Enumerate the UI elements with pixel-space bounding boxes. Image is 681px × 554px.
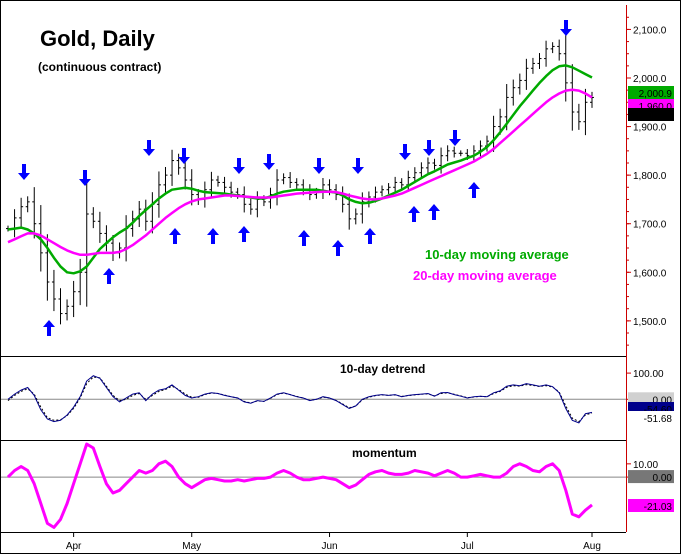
bottom-arrow-icon <box>207 228 219 244</box>
bottom-arrow-icon <box>428 204 440 220</box>
ma10-line <box>7 64 593 275</box>
top-arrow-icon <box>560 20 572 36</box>
momentum-zero-badge-label: 0.00 <box>653 473 673 484</box>
detrend-dashed-value-badge-label: -51.68 <box>644 414 673 425</box>
bottom-arrow-icon <box>364 228 376 244</box>
price-axis-tick-label: 1,600.0 <box>633 268 667 279</box>
top-arrow-icon <box>313 158 325 174</box>
bottom-arrow-icon <box>169 228 181 244</box>
ma20-annotation: 20-day moving average <box>413 268 557 283</box>
x-axis-tick-label: Jul <box>461 541 474 552</box>
chart-subtitle: (continuous contract) <box>38 60 161 74</box>
price-value-badge <box>628 108 674 121</box>
bottom-arrow-icon <box>408 206 420 222</box>
bottom-arrow-icon <box>468 182 480 198</box>
detrend-line <box>7 375 593 424</box>
x-axis-tick-label: Aug <box>583 541 601 552</box>
detrend-dashed-value-badge <box>628 411 674 424</box>
price-axis-tick-label: 1,900.0 <box>633 123 667 134</box>
top-arrow-icon <box>263 154 275 170</box>
x-axis-tick-label: Apr <box>66 541 82 552</box>
top-arrow-icon <box>233 158 245 174</box>
ma20-value-badge-label: 1,960.0 <box>639 102 673 113</box>
price-axis-tick-label: 1,500.0 <box>633 317 667 328</box>
ma10-value-badge-label: 2,000.9 <box>639 89 673 100</box>
top-arrow-icon <box>178 148 190 164</box>
momentum-axis-tick-label: 10.00 <box>633 460 658 471</box>
detrend-axis-tick-label: 100.00 <box>633 369 664 380</box>
turning-point-arrows-layer <box>18 20 572 336</box>
detrend-zero-badge-label: 0.00 <box>653 395 673 406</box>
price-axis-tick-label: 2,000.0 <box>633 74 667 85</box>
x-axis-tick-label: Jun <box>321 541 337 552</box>
bottom-arrow-icon <box>238 226 250 242</box>
ma10-value-badge <box>628 86 674 99</box>
momentum-value-badge <box>628 499 674 512</box>
ma20-line <box>7 88 593 257</box>
top-arrow-icon <box>449 130 461 146</box>
momentum-value-badge-label: -21.03 <box>644 502 673 513</box>
top-arrow-icon <box>399 144 411 160</box>
momentum-zero-badge <box>628 470 674 484</box>
chart-title: Gold, Daily <box>40 26 156 51</box>
price-axis-tick-label: 2,100.0 <box>633 25 667 36</box>
price-value-badge-label: 1,949.8 <box>639 111 673 122</box>
top-arrow-icon <box>143 140 155 156</box>
top-arrow-icon <box>79 170 91 186</box>
detrend-panel-title: 10-day detrend <box>340 362 425 376</box>
bottom-arrow-icon <box>332 240 344 256</box>
value-badges-layer: 2,000.91,960.01,949.80.00-54.60-51.680.0… <box>628 86 674 513</box>
ma10-annotation: 10-day moving average <box>425 247 569 262</box>
series-lines-layer <box>6 64 593 529</box>
price-axis-tick-label: 1,700.0 <box>633 220 667 231</box>
top-arrow-icon <box>423 140 435 156</box>
x-axis-tick-label: May <box>182 541 201 552</box>
price-axis-tick-label: 1,800.0 <box>633 171 667 182</box>
bottom-arrow-icon <box>298 230 310 246</box>
detrend-value-badge-label: -54.60 <box>644 405 673 416</box>
momentum-line <box>6 442 593 529</box>
bottom-arrow-icon <box>103 268 115 284</box>
top-arrow-icon <box>352 158 364 174</box>
grid-layer <box>0 398 626 478</box>
momentum-panel-title: momentum <box>352 446 417 460</box>
top-arrow-icon <box>18 164 30 180</box>
bottom-arrow-icon <box>43 320 55 336</box>
